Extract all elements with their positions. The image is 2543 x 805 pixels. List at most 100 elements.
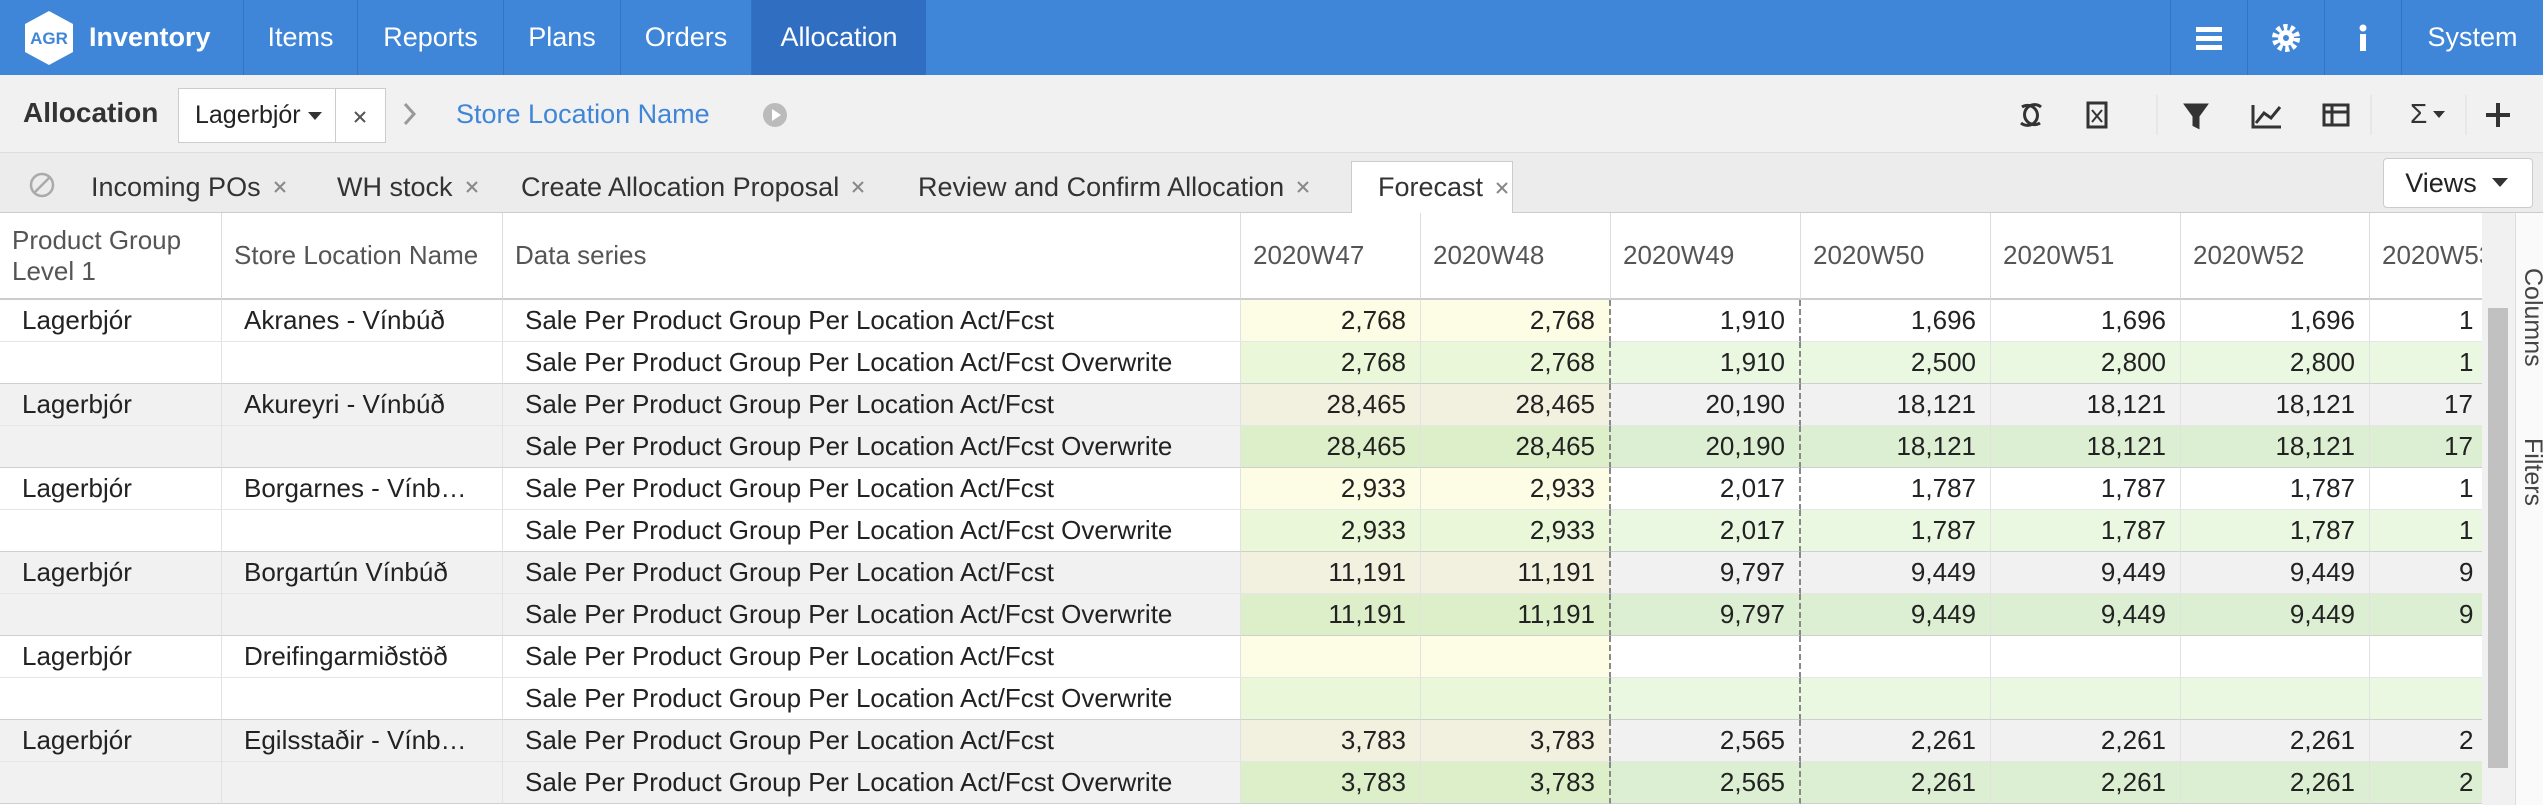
column-header[interactable]: Store Location Name bbox=[222, 213, 503, 300]
text-cell: Sale Per Product Group Per Location Act/… bbox=[503, 300, 1241, 342]
value-cell: 2,933 bbox=[1421, 510, 1611, 552]
value-cell: 2,933 bbox=[1421, 468, 1611, 510]
value-cell: 2,565 bbox=[1611, 762, 1801, 804]
breadcrumb-link[interactable]: Store Location Name bbox=[456, 99, 710, 130]
text-cell: Akranes - Vínbúð bbox=[222, 300, 503, 342]
value-cell: 1,696 bbox=[1991, 300, 2181, 342]
value-cell: 18,121 bbox=[1991, 426, 2181, 468]
text-cell: Sale Per Product Group Per Location Act/… bbox=[503, 762, 1241, 804]
value-cell: 28,465 bbox=[1421, 384, 1611, 426]
text-cell: Sale Per Product Group Per Location Act/… bbox=[503, 552, 1241, 594]
value-cell: 1,696 bbox=[2181, 300, 2370, 342]
text-cell: Sale Per Product Group Per Location Act/… bbox=[503, 384, 1241, 426]
value-cell bbox=[1421, 678, 1611, 720]
value-cell: 28,465 bbox=[1421, 426, 1611, 468]
brand[interactable]: Inventory bbox=[89, 0, 239, 75]
column-header[interactable]: 2020W50 bbox=[1801, 213, 1991, 300]
dropdown[interactable]: Lagerbjór bbox=[178, 88, 336, 143]
nav-item[interactable]: Items bbox=[243, 0, 357, 75]
clear-button[interactable] bbox=[336, 88, 386, 143]
column-header[interactable]: 2020W48 bbox=[1421, 213, 1611, 300]
text-cell: Sale Per Product Group Per Location Act/… bbox=[503, 636, 1241, 678]
scroll-thumb[interactable] bbox=[2488, 308, 2508, 768]
value-cell: 1,787 bbox=[2181, 468, 2370, 510]
nav-item[interactable]: Plans bbox=[503, 0, 620, 75]
text-cell: Lagerbjór bbox=[0, 468, 222, 510]
value-cell: 9 bbox=[2370, 552, 2482, 594]
value-cell bbox=[1991, 636, 2181, 678]
text-cell bbox=[222, 510, 503, 552]
tab-close[interactable] bbox=[1495, 175, 1509, 201]
text-cell bbox=[0, 342, 222, 384]
play-icon[interactable] bbox=[762, 102, 788, 128]
text-cell: Dreifingarmiðstöð bbox=[222, 636, 503, 678]
value-cell: 1,787 bbox=[2181, 510, 2370, 552]
column-header[interactable]: Product Group Level 1 bbox=[0, 213, 222, 300]
value-cell: 2,017 bbox=[1611, 468, 1801, 510]
value-cell: 9,449 bbox=[1801, 594, 1991, 636]
column-header[interactable]: 2020W52 bbox=[2181, 213, 2370, 300]
value-cell: 2,933 bbox=[1241, 468, 1421, 510]
text-cell: Sale Per Product Group Per Location Act/… bbox=[503, 426, 1241, 468]
nav-item[interactable]: Allocation bbox=[751, 0, 926, 75]
value-cell bbox=[2370, 636, 2482, 678]
tab-close[interactable] bbox=[465, 174, 479, 200]
value-cell: 1 bbox=[2370, 342, 2482, 384]
value-cell: 17 bbox=[2370, 426, 2482, 468]
toolbar: Allocation Lagerbjór Store Location Name… bbox=[0, 75, 2543, 153]
value-cell: 28,465 bbox=[1241, 384, 1421, 426]
column-header[interactable]: 2020W51 bbox=[1991, 213, 2181, 300]
tab-close[interactable] bbox=[851, 174, 865, 200]
text-cell bbox=[222, 594, 503, 636]
tab[interactable]: WH stock bbox=[311, 161, 495, 213]
text-cell bbox=[222, 678, 503, 720]
value-cell: 9,449 bbox=[1801, 552, 1991, 594]
text-cell bbox=[222, 762, 503, 804]
views-label: Views bbox=[2405, 168, 2477, 199]
tab[interactable]: Create Allocation Proposal bbox=[495, 161, 892, 213]
column-header[interactable]: 2020W49 bbox=[1611, 213, 1801, 300]
tab[interactable]: Forecast bbox=[1351, 161, 1513, 213]
list-icon[interactable] bbox=[2170, 0, 2247, 75]
text-cell: Egilsstaðir - Vínb… bbox=[222, 720, 503, 762]
nav-item[interactable]: Orders bbox=[620, 0, 751, 75]
text-cell: Lagerbjór bbox=[0, 300, 222, 342]
text-cell bbox=[0, 594, 222, 636]
value-cell bbox=[1241, 678, 1421, 720]
value-cell bbox=[2181, 678, 2370, 720]
tab-close[interactable] bbox=[273, 174, 287, 200]
tab-label: Review and Confirm Allocation bbox=[918, 172, 1284, 203]
value-cell: 2,800 bbox=[2181, 342, 2370, 384]
value-cell: 3,783 bbox=[1421, 720, 1611, 762]
tab[interactable]: Review and Confirm Allocation bbox=[892, 161, 1346, 213]
views-button[interactable]: Views bbox=[2383, 158, 2533, 208]
system-menu[interactable]: System bbox=[2401, 0, 2543, 75]
value-cell: 2,261 bbox=[1801, 720, 1991, 762]
value-cell: 18,121 bbox=[1801, 384, 1991, 426]
tab[interactable]: Incoming POs bbox=[65, 161, 311, 213]
side-tab[interactable]: Columns bbox=[2518, 268, 2543, 367]
value-cell: 1,696 bbox=[1801, 300, 1991, 342]
text-cell: Lagerbjór bbox=[0, 720, 222, 762]
side-tab[interactable]: Filters bbox=[2518, 438, 2543, 506]
info-icon[interactable] bbox=[2324, 0, 2401, 75]
value-cell: 28,465 bbox=[1241, 426, 1421, 468]
value-cell: 1,910 bbox=[1611, 300, 1801, 342]
column-header[interactable]: 2020W47 bbox=[1241, 213, 1421, 300]
tab-close[interactable] bbox=[1296, 174, 1310, 200]
text-cell: Lagerbjór bbox=[0, 552, 222, 594]
value-cell: 11,191 bbox=[1421, 594, 1611, 636]
value-cell: 11,191 bbox=[1421, 552, 1611, 594]
settings-icon[interactable] bbox=[2247, 0, 2324, 75]
scrollbar[interactable] bbox=[2482, 213, 2515, 805]
column-header[interactable]: 2020W53 bbox=[2370, 213, 2482, 300]
nav-item[interactable]: Reports bbox=[357, 0, 503, 75]
logo-text: AGR bbox=[30, 29, 68, 48]
value-cell: 9,449 bbox=[1991, 594, 2181, 636]
text-cell bbox=[0, 426, 222, 468]
value-cell: 18,121 bbox=[2181, 384, 2370, 426]
value-cell: 2,565 bbox=[1611, 720, 1801, 762]
column-header[interactable]: Data series bbox=[503, 213, 1241, 300]
value-cell: 9,797 bbox=[1611, 594, 1801, 636]
value-cell bbox=[2181, 636, 2370, 678]
